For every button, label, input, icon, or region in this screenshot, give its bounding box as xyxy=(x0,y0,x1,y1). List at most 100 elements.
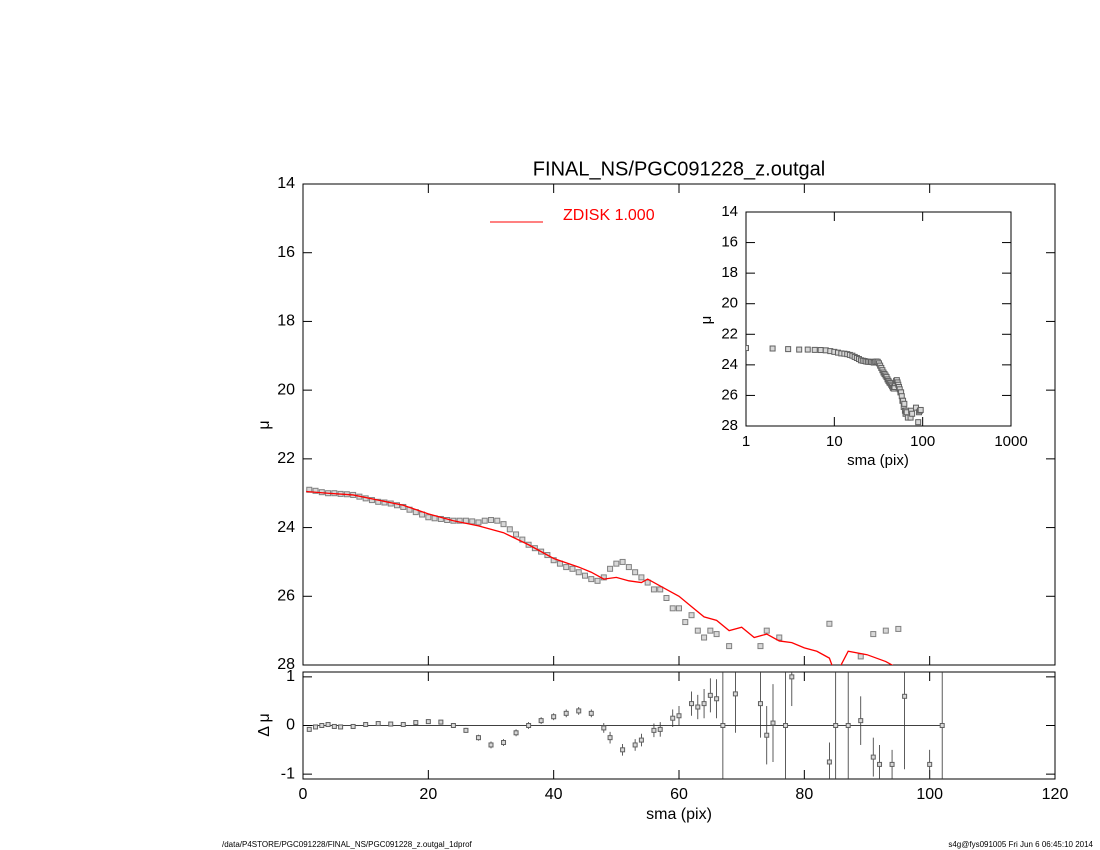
data-point xyxy=(620,747,626,753)
data-point xyxy=(400,503,407,510)
data-point xyxy=(619,558,626,565)
data-point xyxy=(833,723,839,728)
data-point xyxy=(657,586,664,593)
data-point xyxy=(481,517,488,524)
data-point xyxy=(726,643,733,650)
data-point xyxy=(607,735,613,741)
inset-frame xyxy=(745,211,1012,427)
x-tick-label: 120 xyxy=(1042,786,1069,803)
data-point xyxy=(714,696,720,702)
x-tick-label: 60 xyxy=(670,786,688,803)
data-point xyxy=(325,722,331,728)
data-point xyxy=(306,726,312,732)
data-point xyxy=(456,517,463,524)
data-point xyxy=(526,723,532,728)
data-point xyxy=(632,569,639,576)
x-tick-label: 20 xyxy=(419,786,437,803)
data-point xyxy=(882,627,889,634)
data-point xyxy=(902,693,908,699)
y-tick-label: 14 xyxy=(721,203,738,220)
x-tick-label: 40 xyxy=(545,786,563,803)
data-point xyxy=(500,521,507,528)
data-point xyxy=(368,497,375,504)
data-point xyxy=(563,710,569,716)
data-point xyxy=(425,719,431,725)
y-tick-label: 24 xyxy=(277,519,295,536)
data-point xyxy=(804,346,811,353)
data-point xyxy=(895,625,902,632)
data-point xyxy=(769,345,776,352)
data-point xyxy=(796,346,803,353)
data-point xyxy=(757,643,764,650)
data-point xyxy=(757,701,763,707)
data-point xyxy=(644,579,651,586)
data-point xyxy=(638,737,644,743)
data-point xyxy=(713,631,720,638)
y-tick-label: 16 xyxy=(721,234,738,251)
data-point xyxy=(785,346,792,353)
y-tick-label: 22 xyxy=(721,325,738,342)
data-point xyxy=(576,708,582,714)
x-axis-label: sma (pix) xyxy=(646,806,712,823)
data-point xyxy=(669,605,676,612)
model-line xyxy=(306,490,894,665)
legend-label: ZDISK 1.000 xyxy=(563,207,655,224)
y-tick-label: 14 xyxy=(277,175,295,192)
plot-area xyxy=(746,345,924,426)
data-point xyxy=(857,653,864,660)
data-point xyxy=(338,724,344,730)
data-point xyxy=(701,701,707,707)
data-point xyxy=(763,627,770,634)
data-point xyxy=(770,720,776,726)
y-tick-label: 26 xyxy=(721,386,738,403)
y-tick-label: 18 xyxy=(721,264,738,281)
data-point xyxy=(638,574,645,581)
data-point xyxy=(939,723,945,728)
data-point xyxy=(811,346,818,353)
y-tick-label: 16 xyxy=(277,244,295,261)
data-point xyxy=(588,710,594,716)
data-point xyxy=(826,620,833,627)
chart-title: FINAL_NS/PGC091228_z.outgal xyxy=(533,158,825,180)
data-point xyxy=(688,612,695,619)
data-point xyxy=(563,564,570,571)
data-point xyxy=(651,727,657,733)
inset-x-label: sma (pix) xyxy=(847,452,909,469)
data-point xyxy=(676,713,682,719)
data-point xyxy=(927,761,933,767)
data-point xyxy=(625,564,632,571)
data-point xyxy=(594,577,601,584)
data-point xyxy=(601,725,607,731)
data-point xyxy=(375,721,381,727)
data-point xyxy=(909,410,916,417)
data-point xyxy=(870,631,877,638)
data-point xyxy=(506,526,513,533)
data-point xyxy=(783,723,789,728)
data-point xyxy=(817,347,824,354)
data-point xyxy=(513,730,519,736)
data-point xyxy=(632,742,638,748)
data-point xyxy=(450,723,456,728)
data-point xyxy=(488,742,494,748)
data-point xyxy=(375,498,382,505)
data-point xyxy=(538,718,544,724)
y-tick-label: 28 xyxy=(277,656,295,673)
y-axis-label: μ xyxy=(256,420,273,429)
data-point xyxy=(826,759,832,765)
data-point xyxy=(746,345,749,352)
data-point xyxy=(650,586,657,593)
data-point xyxy=(513,531,520,538)
data-point xyxy=(789,674,795,680)
data-point xyxy=(469,518,476,525)
data-point xyxy=(670,715,676,721)
data-point xyxy=(889,761,895,767)
data-point xyxy=(877,761,883,767)
x-tick-label: 1 xyxy=(742,433,750,450)
y-tick-label: 24 xyxy=(721,356,738,373)
y-tick-label: -1 xyxy=(281,765,295,782)
data-point xyxy=(319,723,325,728)
data-point xyxy=(575,569,582,576)
plot-area xyxy=(306,486,902,665)
data-point xyxy=(776,634,783,641)
data-point xyxy=(488,517,494,524)
